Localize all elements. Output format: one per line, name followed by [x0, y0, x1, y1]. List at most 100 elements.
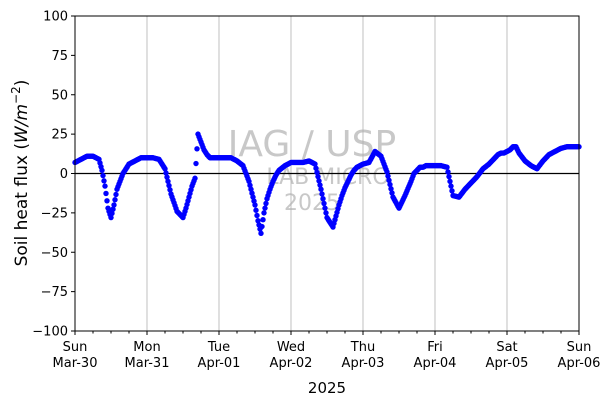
y-tick-label: 0 [60, 167, 68, 182]
data-point [446, 173, 452, 180]
x-tick-date: Mar-30 [53, 356, 98, 371]
data-point [252, 202, 258, 208]
data-point [260, 217, 266, 223]
x-tick-day: Mon [133, 340, 160, 355]
x-tick-date: Mar-31 [125, 356, 170, 371]
data-point [320, 196, 326, 202]
data-point [387, 181, 393, 188]
y-axis-label-main: Soil heat flux ( [12, 143, 32, 266]
y-tick-label: 75 [51, 49, 68, 64]
data-point [103, 190, 109, 197]
data-point [101, 178, 107, 184]
data-point [312, 161, 318, 167]
data-point [385, 173, 391, 179]
x-tick-label: Sat Apr-05 [486, 340, 529, 371]
data-point [315, 173, 321, 180]
data-point [111, 202, 117, 208]
y-axis-label-exponent: −2 [9, 86, 23, 104]
data-point [316, 178, 322, 184]
data-point [104, 198, 110, 204]
x-tick-date: Apr-01 [198, 356, 241, 371]
data-point [99, 167, 105, 174]
x-tick-day: Sat [496, 340, 517, 355]
x-axis-label: 2025 [308, 379, 346, 397]
watermark-line-2: LAB MICRO [266, 165, 389, 190]
x-tick-day: Fri [427, 340, 443, 355]
data-point [445, 169, 451, 175]
y-axis-label-unit: W/m [12, 104, 32, 143]
y-tick-label: 50 [51, 88, 68, 103]
y-tick-label: −75 [41, 285, 68, 300]
data-point [388, 186, 394, 192]
data-point [112, 197, 118, 203]
x-tick-day: Wed [277, 340, 305, 355]
x-tick-label: Sun Mar-30 [53, 340, 98, 371]
y-tick-label: 100 [43, 10, 68, 25]
x-tick-day: Tue [207, 340, 230, 355]
data-point [448, 183, 454, 189]
data-point [261, 210, 267, 216]
y-tick-label: −50 [41, 246, 68, 261]
data-point [110, 206, 116, 212]
data-point [253, 207, 259, 213]
x-tick-label: Wed Apr-02 [270, 340, 313, 371]
y-axis: 100 75 50 25 0 −25 −50 −75 −100 [32, 10, 75, 340]
data-point [389, 190, 395, 196]
data-point [319, 191, 325, 197]
data-point [254, 212, 260, 219]
x-tick-date: Apr-05 [486, 356, 529, 371]
data-point [192, 175, 198, 181]
data-point [164, 174, 170, 180]
x-tick-label: Sun Apr-06 [558, 340, 601, 371]
y-tick-label: −25 [41, 206, 68, 221]
data-point [322, 205, 328, 211]
data-point [449, 188, 455, 194]
data-point [193, 160, 199, 167]
data-point [323, 210, 329, 216]
data-point [313, 165, 319, 171]
series-heat-flux [72, 131, 582, 237]
data-point [317, 182, 323, 188]
x-tick-date: Apr-06 [558, 356, 601, 371]
data-point [165, 178, 171, 185]
x-tick-label: Tue Apr-01 [198, 340, 241, 371]
y-axis-label: Soil heat flux (W/m−2) [9, 80, 32, 267]
data-point [166, 182, 172, 189]
data-point [386, 177, 392, 184]
data-point [262, 205, 268, 211]
y-tick-label: −100 [32, 325, 68, 340]
data-point [109, 210, 115, 217]
y-tick-label: 25 [51, 128, 68, 143]
data-point [259, 223, 265, 230]
x-tick-day: Thu [350, 340, 375, 355]
data-point [108, 214, 114, 221]
watermark-line-3: 2025 [284, 191, 340, 216]
data-point [194, 146, 200, 152]
data-point [318, 186, 324, 192]
x-tick-label: Fri Apr-04 [414, 340, 457, 371]
x-tick-date: Apr-03 [342, 356, 385, 371]
data-point [314, 169, 320, 176]
x-tick-label: Mon Mar-31 [125, 340, 170, 371]
x-tick-date: Apr-04 [414, 356, 457, 371]
data-point [444, 164, 450, 170]
data-point [167, 187, 173, 193]
data-point [321, 200, 327, 207]
data-point [447, 178, 453, 185]
y-axis-label-close: ) [12, 80, 32, 87]
data-point [102, 183, 108, 189]
data-point [258, 230, 264, 237]
data-point [100, 172, 106, 179]
x-tick-day: Sun [567, 340, 592, 355]
x-tick-label: Thu Apr-03 [342, 340, 385, 371]
watermark-line-1: IAG / USP [228, 124, 396, 165]
x-tick-day: Sun [63, 340, 88, 355]
data-point [162, 166, 168, 172]
data-point [384, 169, 390, 175]
data-point [255, 218, 261, 224]
x-tick-date: Apr-02 [270, 356, 313, 371]
data-point [163, 170, 169, 176]
data-point [263, 200, 269, 207]
